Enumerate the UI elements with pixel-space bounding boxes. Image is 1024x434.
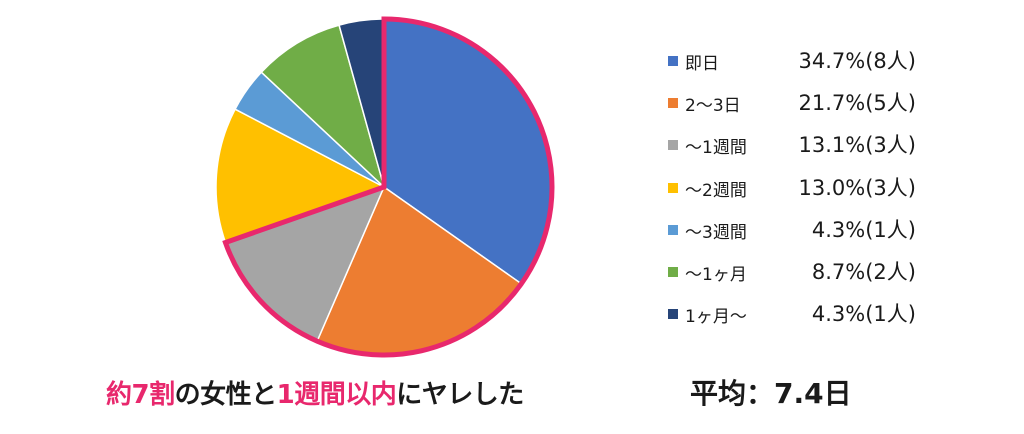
legend-label: 〜1週間: [685, 133, 747, 158]
legend-swatch: [668, 225, 678, 235]
legend-label: 〜2週間: [685, 176, 747, 201]
legend-item: 1ヶ月〜 4.3%(1人): [668, 293, 928, 335]
legend-item: 〜1ヶ月 8.7%(2人): [668, 251, 928, 293]
legend-value: 34.7%(8人): [799, 45, 916, 75]
legend-value: 13.1%(3人): [799, 129, 916, 159]
legend-value: 21.7%(5人): [799, 87, 916, 117]
legend-value: 4.3%(1人): [812, 214, 916, 244]
caption-text-2: にヤレした: [396, 380, 524, 410]
legend-item: 〜3週間 4.3%(1人): [668, 209, 928, 251]
legend-label: 2〜3日: [685, 91, 741, 116]
legend-item: 〜1週間 13.1%(3人): [668, 124, 928, 166]
legend-swatch: [668, 98, 678, 108]
legend-label: 〜1ヶ月: [685, 260, 747, 285]
legend-item: 即日 34.7%(8人): [668, 40, 928, 82]
chart-caption: 約7割の女性と1週間以内にヤレした: [106, 374, 524, 411]
legend-swatch: [668, 267, 678, 277]
caption-highlight-1: 約7割: [106, 380, 175, 410]
legend-item: 2〜3日 21.7%(5人): [668, 82, 928, 124]
legend-value: 4.3%(1人): [812, 298, 916, 328]
caption-highlight-2: 1週間以内: [277, 380, 397, 410]
legend-swatch: [668, 56, 678, 66]
legend-swatch: [668, 140, 678, 150]
pie-chart: [0, 0, 600, 370]
legend-label: 1ヶ月〜: [685, 302, 747, 327]
legend-label: 即日: [685, 49, 719, 74]
legend-value: 8.7%(2人): [812, 256, 916, 286]
legend-item: 〜2週間 13.0%(3人): [668, 167, 928, 209]
legend-swatch: [668, 309, 678, 319]
legend-value: 13.0%(3人): [799, 172, 916, 202]
legend-swatch: [668, 183, 678, 193]
average-label: 平均：7.4日: [690, 372, 852, 412]
caption-text-1: の女性と: [175, 380, 277, 410]
legend-label: 〜3週間: [685, 218, 747, 243]
chart-legend: 即日 34.7%(8人) 2〜3日 21.7%(5人) 〜1週間 13.1%(3人) 〜2週…: [668, 40, 928, 335]
